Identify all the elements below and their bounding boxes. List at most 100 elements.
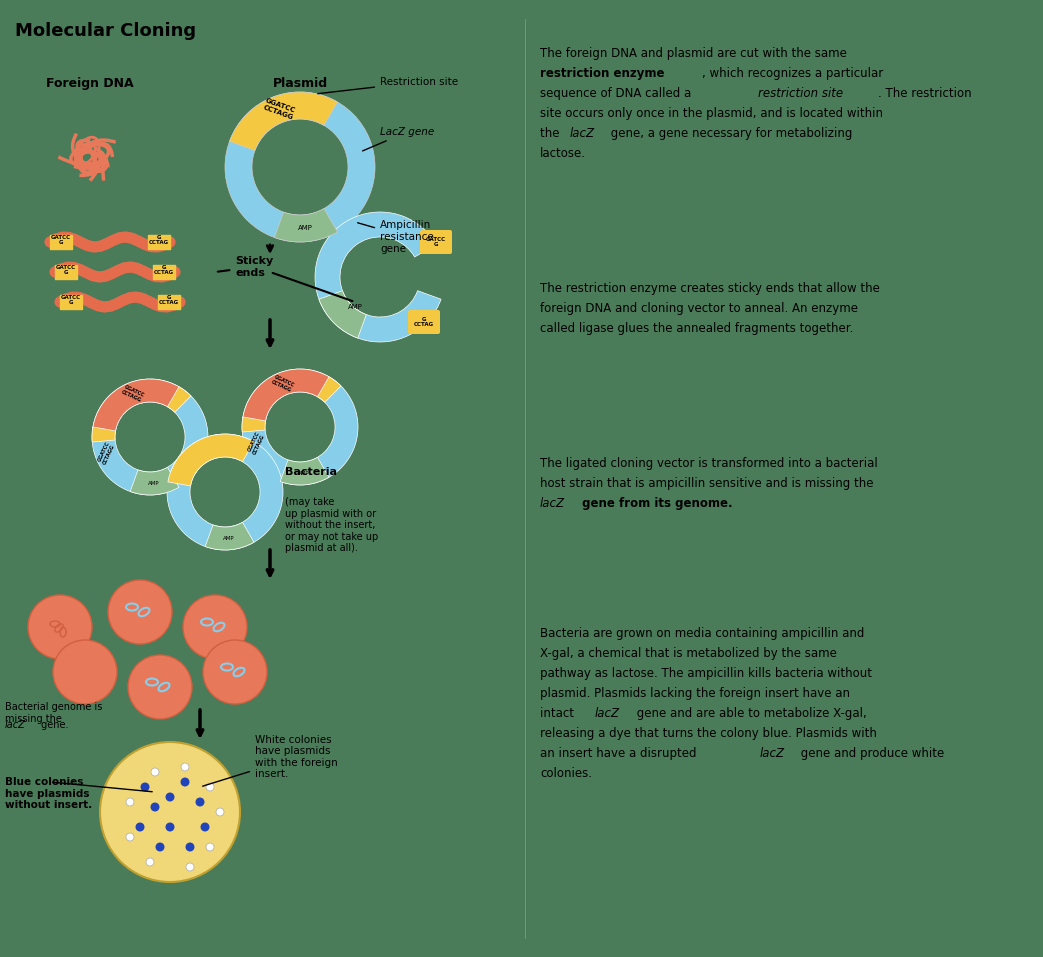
Text: lacZ: lacZ [5,720,26,730]
Text: GATCC
G: GATCC G [56,264,76,276]
Text: releasing a dye that turns the colony blue. Plasmids with: releasing a dye that turns the colony bl… [540,727,877,740]
Text: intact: intact [540,707,578,720]
Text: GATCC
G: GATCC G [60,295,81,305]
Text: Restriction site: Restriction site [318,77,458,94]
Text: (may take
up plasmid with or
without the insert,
or may not take up
plasmid at a: (may take up plasmid with or without the… [285,497,379,553]
Text: Bacteria: Bacteria [285,467,337,477]
Text: GGATCC
CCTAGG: GGATCC CCTAGG [262,98,296,121]
Text: The restriction enzyme creates sticky ends that allow the: The restriction enzyme creates sticky en… [540,282,880,295]
Text: called ligase glues the annealed fragments together.: called ligase glues the annealed fragmen… [540,322,853,335]
Wedge shape [130,467,179,495]
Text: The ligated cloning vector is transformed into a bacterial: The ligated cloning vector is transforme… [540,457,878,470]
Wedge shape [167,434,283,550]
Text: AMP: AMP [298,225,313,232]
Circle shape [28,595,92,659]
Wedge shape [229,92,338,150]
Wedge shape [168,387,191,412]
Circle shape [203,640,267,704]
Text: site occurs only once in the plasmid, and is located within: site occurs only once in the plasmid, an… [540,107,883,120]
Text: , which recognizes a particular: , which recognizes a particular [702,67,883,80]
Circle shape [166,792,174,802]
Circle shape [155,842,165,852]
Text: White colonies
have plasmids
with the foreign
insert.: White colonies have plasmids with the fo… [202,735,338,786]
Wedge shape [242,369,358,485]
Circle shape [200,822,210,832]
Text: restriction site: restriction site [758,87,843,100]
Text: colonies.: colonies. [540,767,592,780]
Circle shape [141,783,149,791]
Text: LacZ gene: LacZ gene [363,127,434,151]
Circle shape [186,842,194,852]
Text: lacZ: lacZ [571,127,595,140]
Text: gene from its genome.: gene from its genome. [578,497,732,510]
Wedge shape [274,209,338,242]
Wedge shape [92,379,208,495]
Wedge shape [242,417,266,432]
Text: the: the [540,127,563,140]
Circle shape [126,798,134,806]
Text: gene.: gene. [38,720,69,730]
Text: GGATCC
CCTAGG: GGATCC CCTAGG [247,431,266,455]
Circle shape [100,742,240,882]
Text: G
CCTAG: G CCTAG [159,295,179,305]
Text: GATCC
G: GATCC G [426,236,446,248]
Text: Bacterial genome is
missing the: Bacterial genome is missing the [5,702,102,723]
Text: gene, a gene necessary for metabolizing: gene, a gene necessary for metabolizing [607,127,852,140]
Circle shape [186,863,194,871]
Circle shape [195,797,204,807]
Circle shape [180,777,190,787]
Text: GGATCC
CCTAGG: GGATCC CCTAGG [270,374,295,393]
Wedge shape [92,427,116,442]
Wedge shape [281,457,329,485]
Text: AMP: AMP [347,304,362,310]
Wedge shape [168,434,254,486]
Text: Foreign DNA: Foreign DNA [46,77,134,90]
Text: plasmid. Plasmids lacking the foreign insert have an: plasmid. Plasmids lacking the foreign in… [540,687,850,700]
Wedge shape [319,291,366,338]
Text: lacZ: lacZ [760,747,785,760]
Circle shape [181,763,189,771]
Text: Sticky
ends: Sticky ends [218,256,273,278]
Wedge shape [315,212,441,342]
Text: . The restriction: . The restriction [878,87,972,100]
Text: Molecular Cloning: Molecular Cloning [15,22,196,40]
Text: GGATCC
CCTAGG: GGATCC CCTAGG [120,385,145,404]
Circle shape [108,580,172,644]
Text: gene and are able to metabolize X-gal,: gene and are able to metabolize X-gal, [633,707,867,720]
Text: AMP: AMP [298,471,310,476]
Circle shape [150,803,160,812]
Circle shape [207,843,214,851]
Text: host strain that is ampicillin sensitive and is missing the: host strain that is ampicillin sensitive… [540,477,873,490]
Circle shape [53,640,117,704]
Text: foreign DNA and cloning vector to anneal. An enzyme: foreign DNA and cloning vector to anneal… [540,302,858,315]
Circle shape [128,655,192,719]
Text: lacZ: lacZ [540,497,565,510]
Text: GGATCC
CCTAGG: GGATCC CCTAGG [97,441,116,465]
Circle shape [166,822,174,832]
Circle shape [207,783,214,791]
Text: AMP: AMP [148,480,160,486]
Wedge shape [205,523,254,550]
Circle shape [146,858,154,866]
Text: Ampicillin
resistance
gene: Ampicillin resistance gene [358,220,434,254]
Text: The foreign DNA and plasmid are cut with the same: The foreign DNA and plasmid are cut with… [540,47,847,60]
Text: an insert have a disrupted: an insert have a disrupted [540,747,700,760]
Text: Plasmid: Plasmid [272,77,328,90]
Wedge shape [225,92,375,242]
Text: pathway as lactose. The ampicillin kills bacteria without: pathway as lactose. The ampicillin kills… [540,667,872,680]
Circle shape [183,595,247,659]
FancyBboxPatch shape [420,230,452,254]
Text: sequence of DNA called a: sequence of DNA called a [540,87,695,100]
Text: G
CCTAG: G CCTAG [154,264,174,276]
Text: gene and produce white: gene and produce white [797,747,944,760]
FancyBboxPatch shape [408,310,440,334]
Text: AMP: AMP [223,536,235,541]
Circle shape [151,768,159,776]
Circle shape [126,833,134,841]
Circle shape [216,808,224,816]
Wedge shape [242,369,337,424]
Text: Bacteria are grown on media containing ampicillin and: Bacteria are grown on media containing a… [540,627,865,640]
Text: G
CCTAG: G CCTAG [414,317,434,327]
Text: Blue colonies
have plasmids
without insert.: Blue colonies have plasmids without inse… [5,777,92,811]
Text: lactose.: lactose. [540,147,586,160]
